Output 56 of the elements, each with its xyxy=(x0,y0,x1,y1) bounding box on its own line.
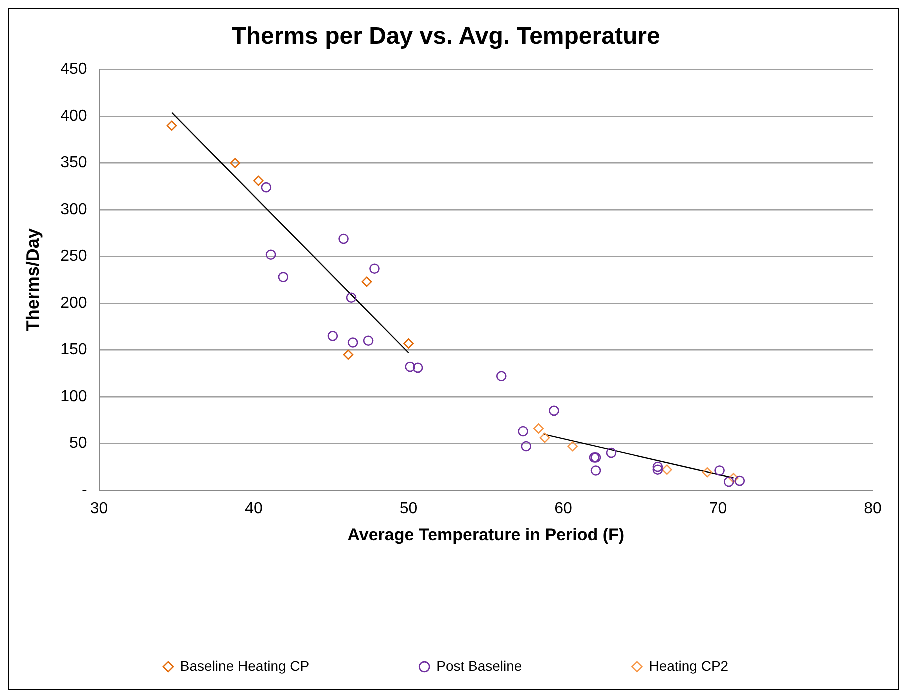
point xyxy=(540,432,550,444)
point xyxy=(370,264,380,274)
point xyxy=(346,292,357,304)
y-tick-label: 400 xyxy=(60,108,88,125)
point xyxy=(534,424,544,434)
point xyxy=(166,120,178,132)
y-tick-label: 250 xyxy=(60,248,88,266)
point xyxy=(254,176,264,186)
x-tick-label: 80 xyxy=(864,500,882,518)
y-tick-label: 300 xyxy=(60,201,88,218)
legend-label: Post Baseline xyxy=(436,658,522,674)
point xyxy=(590,466,602,476)
point xyxy=(343,350,354,360)
point xyxy=(714,466,725,476)
point xyxy=(662,464,672,475)
point xyxy=(549,406,560,416)
point xyxy=(338,234,349,244)
point xyxy=(652,462,664,472)
y-tick-label: 50 xyxy=(70,435,88,452)
point xyxy=(230,158,241,168)
x-tick-label: 40 xyxy=(245,500,264,518)
point xyxy=(521,441,532,452)
point xyxy=(328,331,338,342)
y-tick-label: 200 xyxy=(60,294,88,312)
point xyxy=(266,250,276,260)
y-axis-title: Therms/Day xyxy=(22,228,43,332)
x-tick-label: 50 xyxy=(400,500,418,518)
y-tick-label: - xyxy=(82,482,88,499)
point xyxy=(652,464,664,475)
legend-label: Heating CP2 xyxy=(649,658,729,674)
point xyxy=(404,338,414,349)
point xyxy=(363,336,374,346)
point xyxy=(518,426,528,437)
y-tick-label: 350 xyxy=(60,154,88,172)
point xyxy=(702,467,713,478)
x-tick-label: 30 xyxy=(90,500,108,518)
point xyxy=(606,448,617,458)
point xyxy=(724,476,734,488)
point xyxy=(728,473,739,484)
point xyxy=(348,338,358,348)
y-tick-label: 100 xyxy=(60,388,88,406)
chart-title: Therms per Day vs. Avg. Temperature xyxy=(232,23,660,50)
point xyxy=(362,276,372,288)
point xyxy=(261,182,272,193)
y-tick-label: 450 xyxy=(60,61,88,78)
point xyxy=(412,362,424,374)
point xyxy=(734,476,746,486)
point xyxy=(405,362,416,372)
x-tick-label: 70 xyxy=(709,500,728,518)
x-tick-label: 60 xyxy=(554,500,573,518)
point xyxy=(278,272,289,282)
point xyxy=(568,441,578,452)
y-tick-label: 150 xyxy=(60,342,88,359)
legend-label: Baseline Heating CP xyxy=(180,658,310,674)
point xyxy=(496,371,507,382)
x-axis-title: Average Temperature in Period (F) xyxy=(348,525,625,544)
